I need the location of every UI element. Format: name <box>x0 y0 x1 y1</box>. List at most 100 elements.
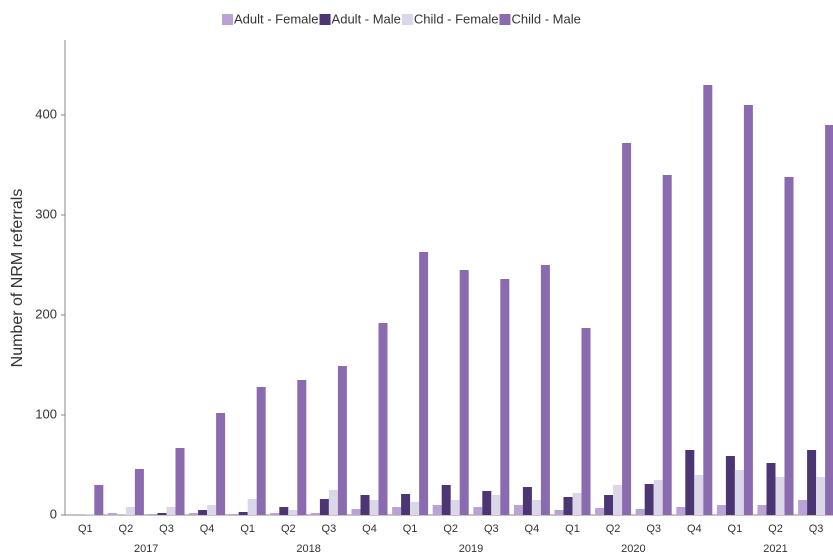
x-tick-label: Q1 <box>240 523 255 535</box>
bar <box>198 510 208 515</box>
bar <box>337 366 347 515</box>
bar <box>676 507 686 515</box>
bar <box>107 513 117 515</box>
bar <box>644 484 654 515</box>
bar <box>288 510 298 515</box>
bar <box>229 514 239 515</box>
bar <box>513 505 523 515</box>
bar <box>207 505 217 515</box>
bar <box>595 508 605 515</box>
y-tick-label: 100 <box>35 406 57 421</box>
bar <box>157 513 167 515</box>
x-tick-label: Q1 <box>403 523 418 535</box>
x-tick-label: Q4 <box>687 523 702 535</box>
bar <box>653 480 663 515</box>
bar <box>604 495 614 515</box>
x-tick-label: Q2 <box>119 523 134 535</box>
x-tick-label: Q3 <box>322 523 337 535</box>
bar <box>775 477 785 515</box>
y-tick-label: 400 <box>35 106 57 121</box>
year-label: 2020 <box>621 543 645 555</box>
bar <box>351 509 361 515</box>
y-tick-label: 0 <box>50 506 57 521</box>
bar <box>734 470 744 515</box>
legend-label: Adult - Female <box>234 11 319 26</box>
bar <box>540 265 550 515</box>
year-label: 2018 <box>296 543 320 555</box>
legend-swatch <box>499 14 511 25</box>
bar <box>685 450 695 515</box>
legend-label: Child - Female <box>414 11 499 26</box>
bar <box>635 509 645 515</box>
bar <box>816 477 826 515</box>
bar <box>450 500 460 515</box>
bar <box>716 505 726 515</box>
bar <box>94 485 104 515</box>
legend-swatch <box>319 14 331 25</box>
legend-label: Adult - Male <box>332 11 401 26</box>
bar <box>279 507 289 515</box>
x-tick-label: Q1 <box>728 523 743 535</box>
bar <box>216 413 226 515</box>
bar <box>825 125 833 515</box>
bar <box>531 500 541 515</box>
bar <box>554 510 564 515</box>
bar <box>500 279 510 515</box>
bar <box>482 491 492 515</box>
bar <box>369 500 379 515</box>
bar <box>148 514 158 515</box>
bar <box>247 499 257 515</box>
bar <box>134 469 144 515</box>
legend-swatch <box>401 14 413 25</box>
year-label: 2019 <box>459 543 483 555</box>
bar <box>419 252 429 515</box>
legend-swatch <box>222 14 233 25</box>
x-tick-label: Q1 <box>565 523 580 535</box>
bar <box>743 105 753 515</box>
year-label: 2017 <box>134 543 158 555</box>
bar <box>189 513 199 515</box>
bar <box>703 85 713 515</box>
bar <box>572 493 582 515</box>
x-tick-label: Q3 <box>809 523 824 535</box>
bar <box>766 463 776 515</box>
bar <box>175 448 185 515</box>
x-tick-label: Q2 <box>606 523 621 535</box>
bar <box>410 502 420 515</box>
bar <box>125 507 135 515</box>
bar <box>85 514 95 515</box>
bar <box>784 177 794 515</box>
bar <box>798 500 808 515</box>
bar <box>757 505 767 515</box>
x-tick-label: Q4 <box>200 523 215 535</box>
bar <box>694 475 704 515</box>
bar <box>328 490 338 515</box>
bar <box>807 450 817 515</box>
x-tick-label: Q2 <box>443 523 458 535</box>
bar <box>360 495 370 515</box>
bar <box>432 505 442 515</box>
x-tick-label: Q4 <box>362 523 377 535</box>
bar <box>166 507 176 515</box>
x-tick-label: Q2 <box>768 523 783 535</box>
bar <box>392 507 402 515</box>
bar <box>459 270 469 515</box>
y-axis-label: Number of NRM referrals <box>9 189 26 368</box>
bar <box>319 499 329 515</box>
bar <box>238 512 248 515</box>
bar <box>581 328 591 515</box>
bar <box>662 175 672 515</box>
legend-label: Child - Male <box>511 11 580 26</box>
bar <box>401 494 411 515</box>
bar <box>563 497 573 515</box>
bar <box>310 513 320 515</box>
bar <box>270 513 280 515</box>
bar <box>725 456 735 515</box>
bar <box>522 487 532 515</box>
bar <box>473 507 483 515</box>
year-label: 2021 <box>763 543 787 555</box>
bar <box>622 143 632 515</box>
x-tick-label: Q2 <box>281 523 296 535</box>
bar <box>297 380 307 515</box>
